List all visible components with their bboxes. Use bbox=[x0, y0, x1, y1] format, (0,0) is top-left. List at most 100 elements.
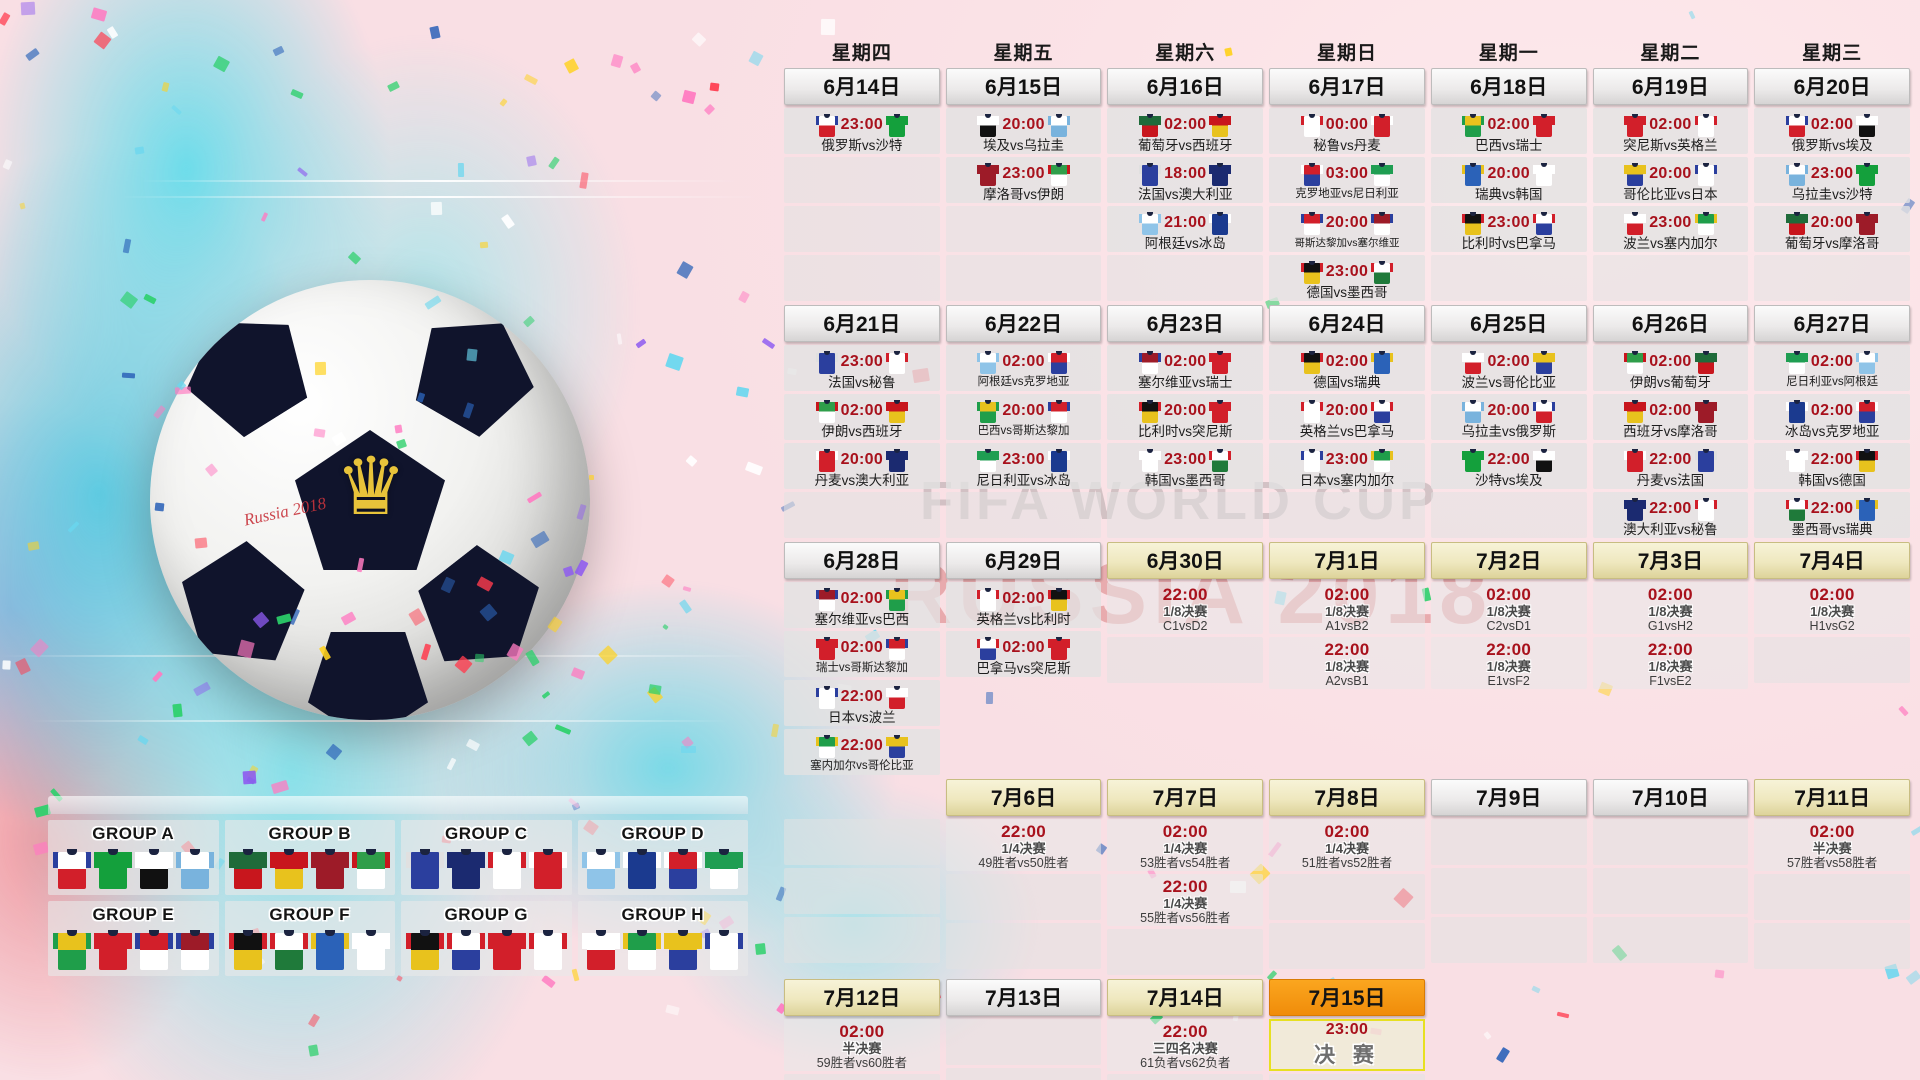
match-card[interactable]: 20:00 英格兰vs巴拿马 bbox=[1269, 394, 1425, 440]
final-match-card[interactable]: 23:00 决 赛 bbox=[1269, 1019, 1425, 1071]
date-header[interactable]: 7月2日 bbox=[1430, 542, 1587, 579]
knockout-match-card[interactable]: 02:00 1/8决赛 C2vsD1 bbox=[1430, 582, 1587, 634]
date-header[interactable]: 7月7日 bbox=[1107, 779, 1264, 816]
date-header[interactable]: 6月17日 bbox=[1269, 68, 1425, 105]
match-card[interactable]: 22:00 墨西哥vs瑞典 bbox=[1754, 492, 1910, 538]
date-header[interactable]: 6月25日 bbox=[1430, 305, 1587, 342]
knockout-match-card[interactable]: 02:00 1/8决赛 A1vsB2 bbox=[1269, 582, 1425, 634]
match-card[interactable]: 23:00 比利时vs巴拿马 bbox=[1430, 206, 1587, 252]
knockout-match-card[interactable]: 02:00 半决赛 57胜者vs58胜者 bbox=[1754, 819, 1910, 871]
knockout-match-card[interactable]: 02:00 1/4决赛 53胜者vs54胜者 bbox=[1107, 819, 1264, 871]
match-card[interactable]: 02:00 英格兰vs比利时 bbox=[945, 582, 1102, 628]
match-card[interactable]: 02:00 俄罗斯vs埃及 bbox=[1754, 108, 1910, 154]
date-header[interactable]: 6月15日 bbox=[945, 68, 1102, 105]
date-header[interactable]: 6月14日 bbox=[784, 68, 940, 105]
match-card[interactable]: 03:00 克罗地亚vs尼日利亚 bbox=[1269, 157, 1425, 203]
match-card[interactable]: 02:00 伊朗vs葡萄牙 bbox=[1592, 345, 1749, 391]
date-header[interactable]: 6月30日 bbox=[1107, 542, 1264, 579]
date-header[interactable]: 6月27日 bbox=[1754, 305, 1910, 342]
knockout-match-card[interactable]: 22:00 1/4决赛 55胜者vs56胜者 bbox=[1107, 874, 1264, 926]
date-header[interactable]: 7月3日 bbox=[1592, 542, 1749, 579]
match-card[interactable]: 02:00 巴拿马vs突尼斯 bbox=[945, 631, 1102, 677]
knockout-match-card[interactable]: 02:00 1/4决赛 51胜者vs52胜者 bbox=[1269, 819, 1425, 871]
match-card[interactable]: 23:00 摩洛哥vs伊朗 bbox=[945, 157, 1102, 203]
knockout-match-card[interactable]: 02:00 1/8决赛 H1vsG2 bbox=[1754, 582, 1910, 634]
match-card[interactable]: 02:00 阿根廷vs克罗地亚 bbox=[945, 345, 1102, 391]
date-header[interactable]: 7月10日 bbox=[1592, 779, 1749, 816]
knockout-match-card[interactable]: 22:00 1/8决赛 F1vsE2 bbox=[1592, 637, 1749, 689]
match-card[interactable]: 20:00 哥斯达黎加vs塞尔维亚 bbox=[1269, 206, 1425, 252]
match-card[interactable]: 22:00 丹麦vs法国 bbox=[1592, 443, 1749, 489]
match-card[interactable]: 23:00 乌拉圭vs沙特 bbox=[1754, 157, 1910, 203]
match-card[interactable]: 02:00 塞尔维亚vs瑞士 bbox=[1107, 345, 1264, 391]
match-card[interactable]: 23:00 俄罗斯vs沙特 bbox=[784, 108, 940, 154]
match-card[interactable]: 02:00 巴西vs瑞士 bbox=[1430, 108, 1587, 154]
match-card[interactable]: 20:00 瑞典vs韩国 bbox=[1430, 157, 1587, 203]
knockout-match-card[interactable]: 02:00 半决赛 59胜者vs60胜者 bbox=[784, 1019, 940, 1071]
date-header[interactable]: 7月4日 bbox=[1754, 542, 1910, 579]
match-card[interactable]: 23:00 尼日利亚vs冰岛 bbox=[945, 443, 1102, 489]
match-card[interactable]: 00:00 秘鲁vs丹麦 bbox=[1269, 108, 1425, 154]
match-card[interactable]: 23:00 法国vs秘鲁 bbox=[784, 345, 940, 391]
date-header[interactable]: 6月16日 bbox=[1107, 68, 1264, 105]
date-header[interactable]: 6月28日 bbox=[784, 542, 940, 579]
group-box-a[interactable]: GROUP A bbox=[48, 820, 219, 895]
date-header[interactable]: 6月19日 bbox=[1592, 68, 1749, 105]
match-card[interactable]: 20:00 比利时vs突尼斯 bbox=[1107, 394, 1264, 440]
match-card[interactable]: 02:00 西班牙vs摩洛哥 bbox=[1592, 394, 1749, 440]
match-card[interactable]: 02:00 葡萄牙vs西班牙 bbox=[1107, 108, 1264, 154]
match-card[interactable]: 23:00 德国vs墨西哥 bbox=[1269, 255, 1425, 301]
group-box-g[interactable]: GROUP G bbox=[401, 901, 572, 976]
date-header[interactable]: 6月22日 bbox=[945, 305, 1102, 342]
match-card[interactable]: 18:00 法国vs澳大利亚 bbox=[1107, 157, 1264, 203]
date-header[interactable]: 7月1日 bbox=[1269, 542, 1425, 579]
match-card[interactable]: 20:00 葡萄牙vs摩洛哥 bbox=[1754, 206, 1910, 252]
date-header[interactable]: 7月9日 bbox=[1430, 779, 1587, 816]
knockout-match-card[interactable]: 22:00 1/4决赛 49胜者vs50胜者 bbox=[945, 819, 1102, 871]
group-box-b[interactable]: GROUP B bbox=[224, 820, 395, 895]
match-card[interactable]: 02:00 尼日利亚vs阿根廷 bbox=[1754, 345, 1910, 391]
match-card[interactable]: 02:00 塞尔维亚vs巴西 bbox=[784, 582, 940, 628]
date-header[interactable]: 7月15日 bbox=[1269, 979, 1425, 1016]
date-header[interactable]: 6月21日 bbox=[784, 305, 940, 342]
match-card[interactable]: 20:00 埃及vs乌拉圭 bbox=[945, 108, 1102, 154]
match-card[interactable]: 02:00 瑞士vs哥斯达黎加 bbox=[784, 631, 940, 677]
date-header[interactable]: 7月6日 bbox=[945, 779, 1102, 816]
knockout-match-card[interactable]: 22:00 1/8决赛 A2vsB1 bbox=[1269, 637, 1425, 689]
date-header[interactable]: 7月11日 bbox=[1754, 779, 1910, 816]
knockout-match-card[interactable]: 22:00 三四名决赛 61负者vs62负者 bbox=[1107, 1019, 1264, 1071]
match-card[interactable]: 02:00 德国vs瑞典 bbox=[1269, 345, 1425, 391]
match-card[interactable]: 23:00 韩国vs墨西哥 bbox=[1107, 443, 1264, 489]
match-card[interactable]: 02:00 冰岛vs克罗地亚 bbox=[1754, 394, 1910, 440]
match-card[interactable]: 22:00 塞内加尔vs哥伦比亚 bbox=[784, 729, 940, 775]
match-card[interactable]: 23:00 波兰vs塞内加尔 bbox=[1592, 206, 1749, 252]
date-header[interactable]: 6月18日 bbox=[1430, 68, 1587, 105]
group-box-f[interactable]: GROUP F bbox=[224, 901, 395, 976]
match-card[interactable]: 02:00 突尼斯vs英格兰 bbox=[1592, 108, 1749, 154]
match-card[interactable]: 23:00 日本vs塞内加尔 bbox=[1269, 443, 1425, 489]
match-card[interactable]: 20:00 哥伦比亚vs日本 bbox=[1592, 157, 1749, 203]
date-header[interactable]: 6月26日 bbox=[1592, 305, 1749, 342]
match-card[interactable]: 22:00 韩国vs德国 bbox=[1754, 443, 1910, 489]
match-card[interactable]: 02:00 波兰vs哥伦比亚 bbox=[1430, 345, 1587, 391]
match-card[interactable]: 22:00 沙特vs埃及 bbox=[1430, 443, 1587, 489]
group-box-h[interactable]: GROUP H bbox=[577, 901, 748, 976]
match-card[interactable]: 22:00 澳大利亚vs秘鲁 bbox=[1592, 492, 1749, 538]
date-header[interactable]: 7月8日 bbox=[1269, 779, 1425, 816]
match-card[interactable]: 20:00 巴西vs哥斯达黎加 bbox=[945, 394, 1102, 440]
group-box-d[interactable]: GROUP D bbox=[577, 820, 748, 895]
knockout-match-card[interactable]: 22:00 1/8决赛 E1vsF2 bbox=[1430, 637, 1587, 689]
match-card[interactable]: 22:00 日本vs波兰 bbox=[784, 680, 940, 726]
date-header[interactable]: 6月24日 bbox=[1269, 305, 1425, 342]
knockout-match-card[interactable]: 02:00 1/8决赛 G1vsH2 bbox=[1592, 582, 1749, 634]
date-header[interactable]: 7月14日 bbox=[1107, 979, 1264, 1016]
knockout-match-card[interactable]: 22:00 1/8决赛 C1vsD2 bbox=[1107, 582, 1264, 634]
match-card[interactable]: 21:00 阿根廷vs冰岛 bbox=[1107, 206, 1264, 252]
match-card[interactable]: 20:00 乌拉圭vs俄罗斯 bbox=[1430, 394, 1587, 440]
match-card[interactable]: 20:00 丹麦vs澳大利亚 bbox=[784, 443, 940, 489]
match-card[interactable]: 02:00 伊朗vs西班牙 bbox=[784, 394, 940, 440]
group-box-c[interactable]: GROUP C bbox=[401, 820, 572, 895]
group-box-e[interactable]: GROUP E bbox=[48, 901, 219, 976]
date-header[interactable]: 6月20日 bbox=[1754, 68, 1910, 105]
date-header[interactable]: 6月29日 bbox=[945, 542, 1102, 579]
